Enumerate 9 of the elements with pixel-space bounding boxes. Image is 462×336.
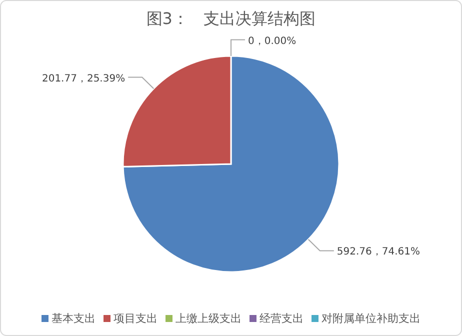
text: 0，0.00% (248, 36, 296, 47)
chart-title: 图3： 支出决算结构图 (146, 9, 316, 28)
data-label: 201.77，25.39% (42, 73, 126, 84)
legend-label: 对附属单位补助支出 (322, 312, 420, 325)
data-label: 592.76，74.61% (336, 246, 420, 258)
legend-label: 基本支出 (52, 312, 96, 325)
legend-label: 上缴上级支出 (176, 312, 242, 325)
legend-label: 经营支出 (260, 312, 304, 325)
legend-label: 项目支出 (114, 312, 158, 325)
